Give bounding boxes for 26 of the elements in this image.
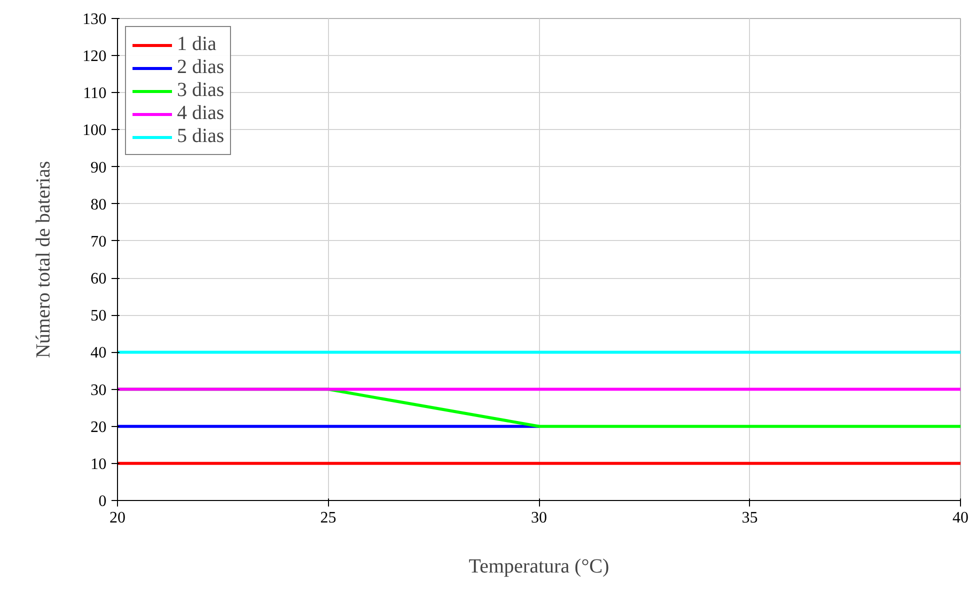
legend-label: 3 dias <box>177 79 224 102</box>
y-tick-label: 130 <box>82 11 106 28</box>
y-tick-label: 80 <box>90 196 106 214</box>
x-tick-label: 20 <box>110 510 126 526</box>
y-tick-label: 10 <box>90 456 106 473</box>
y-tick-label: 30 <box>90 382 106 399</box>
y-tick-label: 40 <box>90 344 106 362</box>
y-tick-label: 100 <box>82 122 106 140</box>
x-tick-label: 40 <box>952 510 968 526</box>
x-tick-label: 25 <box>320 510 336 526</box>
y-tick-label: 120 <box>82 48 106 66</box>
y-tick-label: 60 <box>90 270 106 288</box>
y-tick-label: 50 <box>90 308 106 325</box>
y-axis-title: Número total de baterias <box>32 160 54 358</box>
y-tick-label: 110 <box>83 85 106 102</box>
legend-label: 4 dias <box>177 102 224 125</box>
legend-label: 5 dias <box>177 125 224 148</box>
legend-label: 1 dia <box>177 33 216 56</box>
y-tick-label: 0 <box>98 493 106 510</box>
y-tick-label: 20 <box>90 418 106 436</box>
x-tick-label: 35 <box>742 510 758 526</box>
legend-label: 2 dias <box>177 56 224 79</box>
x-axis-title: Temperatura (°C) <box>468 556 610 578</box>
y-tick-label: 70 <box>90 233 106 250</box>
y-tick-label: 90 <box>90 159 106 176</box>
x-tick-label: 30 <box>531 510 547 526</box>
